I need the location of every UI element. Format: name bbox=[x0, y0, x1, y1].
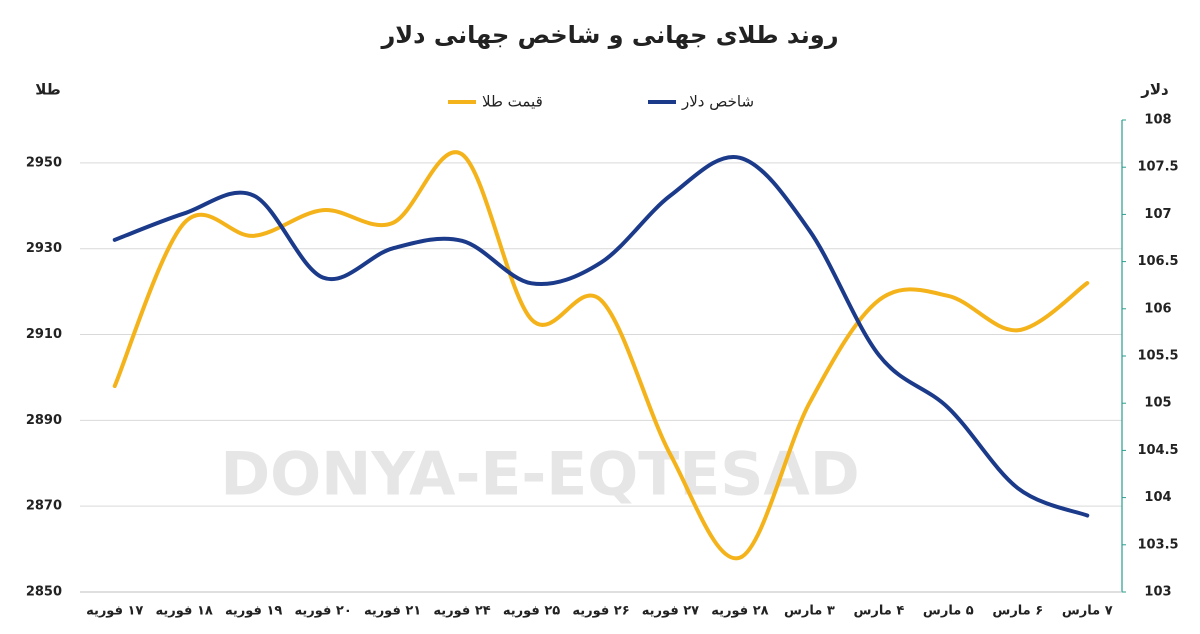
y2-tick-label: 107.5 bbox=[1137, 160, 1178, 175]
x-tick-label: ۲۵ فوریه bbox=[503, 604, 560, 619]
y2-axis-title: دلار bbox=[1140, 81, 1169, 99]
x-tick-label: ۱۸ فوریه bbox=[156, 604, 213, 619]
legend-label: شاخص دلار bbox=[681, 93, 754, 111]
watermark: DONYA-E-EQTESAD bbox=[220, 440, 859, 510]
y-tick-label: 2870 bbox=[26, 499, 62, 514]
x-tick-label: ۱۷ فوریه bbox=[86, 604, 143, 619]
x-tick-label: ۲۷ فوریه bbox=[642, 604, 699, 619]
line-series bbox=[112, 150, 1090, 561]
x-tick-label: ۲۰ فوریه bbox=[294, 604, 351, 619]
y-tick-label: 2950 bbox=[26, 155, 62, 170]
y2-tick-label: 103 bbox=[1144, 585, 1171, 600]
x-tick-label: ۷ مارس bbox=[1062, 604, 1113, 619]
legend-label: قیمت طلا bbox=[482, 93, 543, 111]
y2-tick-label: 106.5 bbox=[1137, 254, 1178, 269]
line-series bbox=[112, 154, 1090, 518]
y-tick-label: 2890 bbox=[26, 413, 62, 428]
y2-tick-label: 103.5 bbox=[1137, 537, 1178, 552]
x-tick-label: ۶ مارس bbox=[992, 604, 1043, 619]
chart-title: روند طلای جهانی و شاخص جهانی دلار bbox=[380, 21, 838, 49]
y-tick-label: 2850 bbox=[26, 585, 62, 600]
x-tick-label: ۲۶ فوریه bbox=[572, 604, 629, 619]
x-tick-label: ۱۹ فوریه bbox=[225, 604, 282, 619]
y2-tick-label: 105 bbox=[1144, 396, 1171, 411]
y-tick-label: 2910 bbox=[26, 327, 62, 342]
y-axis-title: طلا bbox=[35, 81, 61, 99]
x-tick-label: ۵ مارس bbox=[923, 604, 974, 619]
x-tick-label: ۲۴ فوریه bbox=[433, 604, 490, 619]
x-tick-label: ۲۱ فوریه bbox=[364, 604, 421, 619]
y2-tick-label: 104.5 bbox=[1137, 443, 1178, 458]
x-tick-label: ۲۸ فوریه bbox=[711, 604, 768, 619]
x-tick-label: ۴ مارس bbox=[853, 604, 904, 619]
y2-tick-label: 108 bbox=[1144, 113, 1171, 128]
y2-tick-label: 106 bbox=[1144, 301, 1171, 316]
x-tick-label: ۳ مارس bbox=[784, 604, 835, 619]
y-tick-label: 2930 bbox=[26, 241, 62, 256]
y2-tick-label: 104 bbox=[1144, 490, 1171, 505]
y2-tick-label: 105.5 bbox=[1137, 349, 1178, 364]
y2-tick-label: 107 bbox=[1144, 207, 1171, 222]
